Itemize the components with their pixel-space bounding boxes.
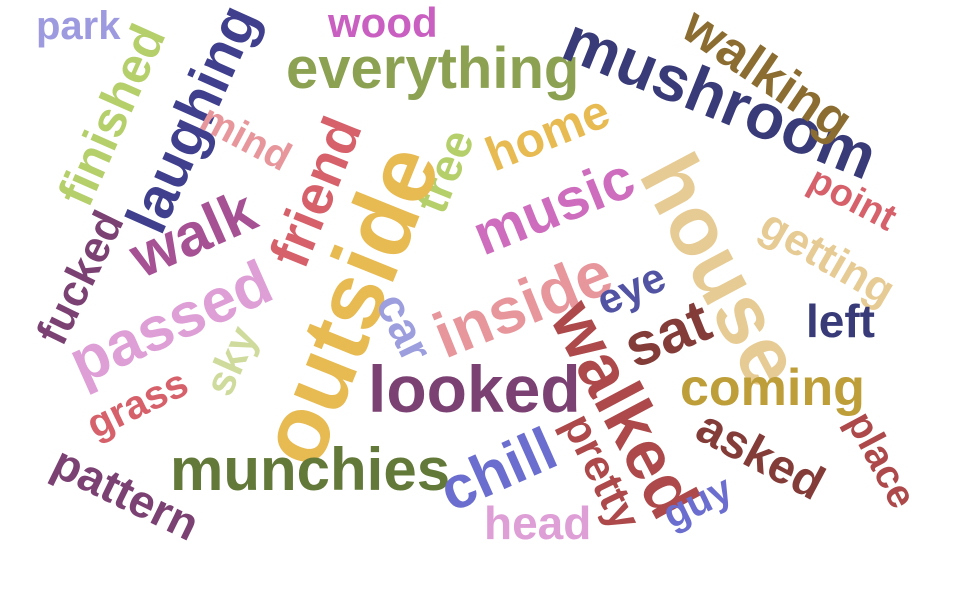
word-left: left bbox=[806, 295, 875, 347]
word-coming: coming bbox=[680, 359, 865, 417]
word-head: head bbox=[484, 497, 592, 549]
word-place: place bbox=[837, 404, 925, 516]
word-munchies: munchies bbox=[170, 436, 451, 503]
word-mind: mind bbox=[193, 96, 299, 180]
word-everything: everything bbox=[286, 36, 580, 101]
word-wood: wood bbox=[328, 0, 438, 46]
word-looked: looked bbox=[368, 352, 581, 426]
word-park: park bbox=[36, 4, 121, 48]
